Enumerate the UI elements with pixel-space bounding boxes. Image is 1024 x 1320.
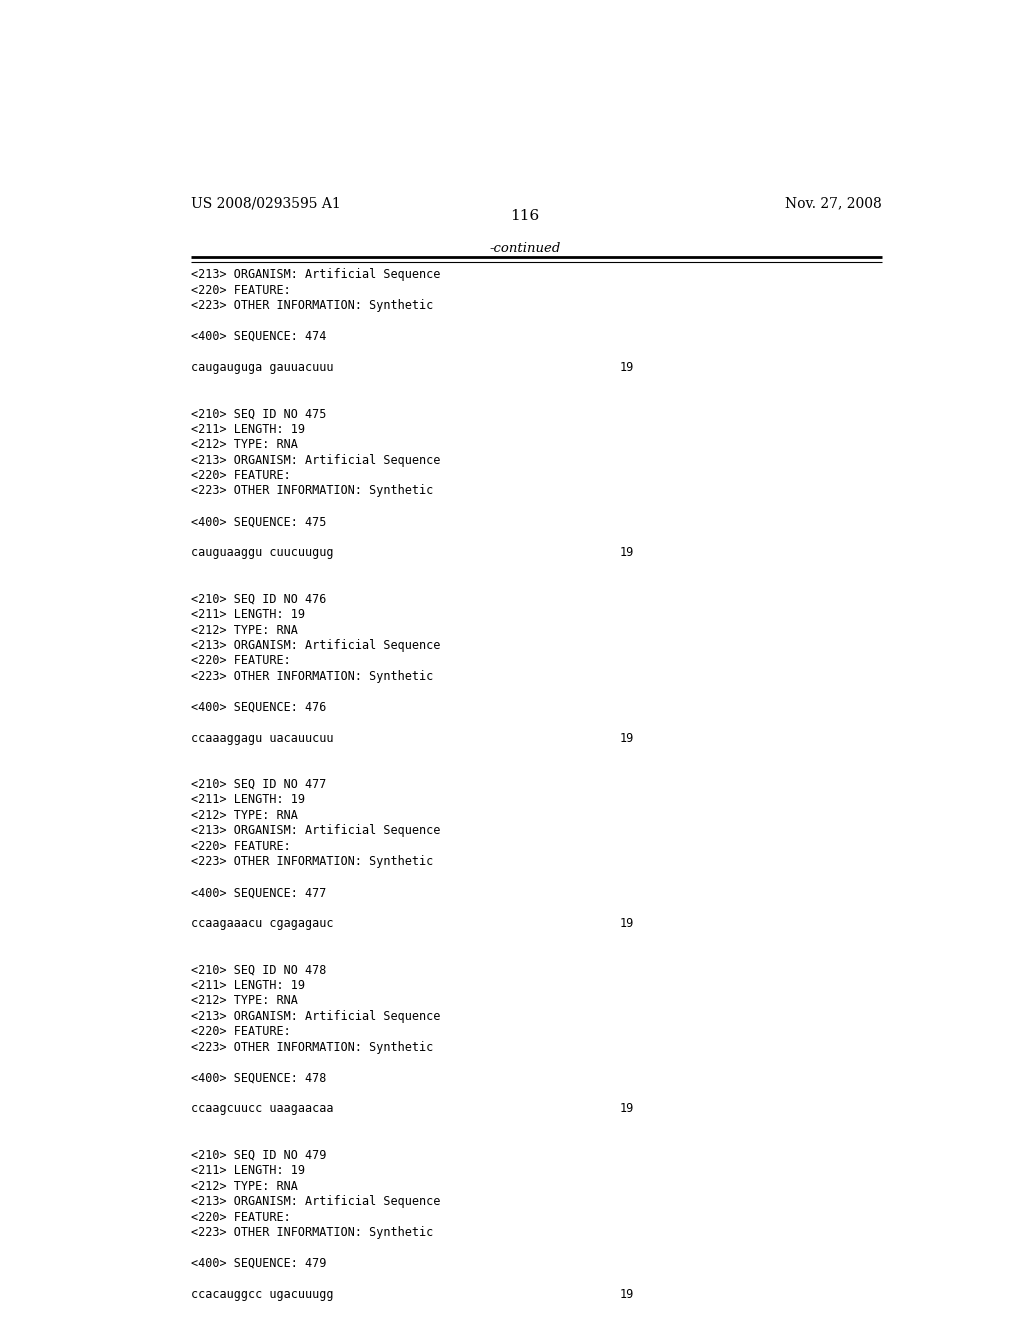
Text: <210> SEQ ID NO 476: <210> SEQ ID NO 476 bbox=[191, 593, 327, 606]
Text: cauguaaggu cuucuugug: cauguaaggu cuucuugug bbox=[191, 546, 334, 560]
Text: <212> TYPE: RNA: <212> TYPE: RNA bbox=[191, 809, 298, 822]
Text: <212> TYPE: RNA: <212> TYPE: RNA bbox=[191, 994, 298, 1007]
Text: 19: 19 bbox=[620, 546, 634, 560]
Text: <220> FEATURE:: <220> FEATURE: bbox=[191, 1026, 291, 1039]
Text: <400> SEQUENCE: 476: <400> SEQUENCE: 476 bbox=[191, 701, 327, 714]
Text: caugauguga gauuacuuu: caugauguga gauuacuuu bbox=[191, 360, 334, 374]
Text: <211> LENGTH: 19: <211> LENGTH: 19 bbox=[191, 1164, 305, 1177]
Text: <211> LENGTH: 19: <211> LENGTH: 19 bbox=[191, 979, 305, 991]
Text: <213> ORGANISM: Artificial Sequence: <213> ORGANISM: Artificial Sequence bbox=[191, 639, 441, 652]
Text: 19: 19 bbox=[620, 1102, 634, 1115]
Text: ccaagaaacu cgagagauc: ccaagaaacu cgagagauc bbox=[191, 917, 334, 931]
Text: <212> TYPE: RNA: <212> TYPE: RNA bbox=[191, 623, 298, 636]
Text: <213> ORGANISM: Artificial Sequence: <213> ORGANISM: Artificial Sequence bbox=[191, 1010, 441, 1023]
Text: <220> FEATURE:: <220> FEATURE: bbox=[191, 655, 291, 668]
Text: US 2008/0293595 A1: US 2008/0293595 A1 bbox=[191, 195, 341, 210]
Text: ccaagcuucc uaagaacaa: ccaagcuucc uaagaacaa bbox=[191, 1102, 334, 1115]
Text: <223> OTHER INFORMATION: Synthetic: <223> OTHER INFORMATION: Synthetic bbox=[191, 669, 434, 682]
Text: <400> SEQUENCE: 475: <400> SEQUENCE: 475 bbox=[191, 515, 327, 528]
Text: <210> SEQ ID NO 477: <210> SEQ ID NO 477 bbox=[191, 777, 327, 791]
Text: ccacauggcc ugacuuugg: ccacauggcc ugacuuugg bbox=[191, 1288, 334, 1300]
Text: <220> FEATURE:: <220> FEATURE: bbox=[191, 840, 291, 853]
Text: 19: 19 bbox=[620, 1288, 634, 1300]
Text: <220> FEATURE:: <220> FEATURE: bbox=[191, 469, 291, 482]
Text: 19: 19 bbox=[620, 917, 634, 931]
Text: <211> LENGTH: 19: <211> LENGTH: 19 bbox=[191, 422, 305, 436]
Text: <400> SEQUENCE: 478: <400> SEQUENCE: 478 bbox=[191, 1072, 327, 1085]
Text: <210> SEQ ID NO 478: <210> SEQ ID NO 478 bbox=[191, 964, 327, 977]
Text: 19: 19 bbox=[620, 731, 634, 744]
Text: <400> SEQUENCE: 477: <400> SEQUENCE: 477 bbox=[191, 886, 327, 899]
Text: <220> FEATURE:: <220> FEATURE: bbox=[191, 1210, 291, 1224]
Text: 116: 116 bbox=[510, 210, 540, 223]
Text: <220> FEATURE:: <220> FEATURE: bbox=[191, 284, 291, 297]
Text: <212> TYPE: RNA: <212> TYPE: RNA bbox=[191, 1180, 298, 1193]
Text: <210> SEQ ID NO 475: <210> SEQ ID NO 475 bbox=[191, 407, 327, 420]
Text: <223> OTHER INFORMATION: Synthetic: <223> OTHER INFORMATION: Synthetic bbox=[191, 1226, 434, 1239]
Text: <223> OTHER INFORMATION: Synthetic: <223> OTHER INFORMATION: Synthetic bbox=[191, 1040, 434, 1053]
Text: <211> LENGTH: 19: <211> LENGTH: 19 bbox=[191, 793, 305, 807]
Text: 19: 19 bbox=[620, 360, 634, 374]
Text: <400> SEQUENCE: 474: <400> SEQUENCE: 474 bbox=[191, 330, 327, 343]
Text: <213> ORGANISM: Artificial Sequence: <213> ORGANISM: Artificial Sequence bbox=[191, 268, 441, 281]
Text: <400> SEQUENCE: 479: <400> SEQUENCE: 479 bbox=[191, 1257, 327, 1270]
Text: <213> ORGANISM: Artificial Sequence: <213> ORGANISM: Artificial Sequence bbox=[191, 825, 441, 837]
Text: <223> OTHER INFORMATION: Synthetic: <223> OTHER INFORMATION: Synthetic bbox=[191, 484, 434, 498]
Text: Nov. 27, 2008: Nov. 27, 2008 bbox=[785, 195, 882, 210]
Text: <210> SEQ ID NO 479: <210> SEQ ID NO 479 bbox=[191, 1148, 327, 1162]
Text: <223> OTHER INFORMATION: Synthetic: <223> OTHER INFORMATION: Synthetic bbox=[191, 300, 434, 312]
Text: <213> ORGANISM: Artificial Sequence: <213> ORGANISM: Artificial Sequence bbox=[191, 454, 441, 466]
Text: <211> LENGTH: 19: <211> LENGTH: 19 bbox=[191, 609, 305, 620]
Text: -continued: -continued bbox=[489, 242, 560, 255]
Text: <213> ORGANISM: Artificial Sequence: <213> ORGANISM: Artificial Sequence bbox=[191, 1195, 441, 1208]
Text: <212> TYPE: RNA: <212> TYPE: RNA bbox=[191, 438, 298, 451]
Text: <223> OTHER INFORMATION: Synthetic: <223> OTHER INFORMATION: Synthetic bbox=[191, 855, 434, 869]
Text: ccaaaggagu uacauucuu: ccaaaggagu uacauucuu bbox=[191, 731, 334, 744]
